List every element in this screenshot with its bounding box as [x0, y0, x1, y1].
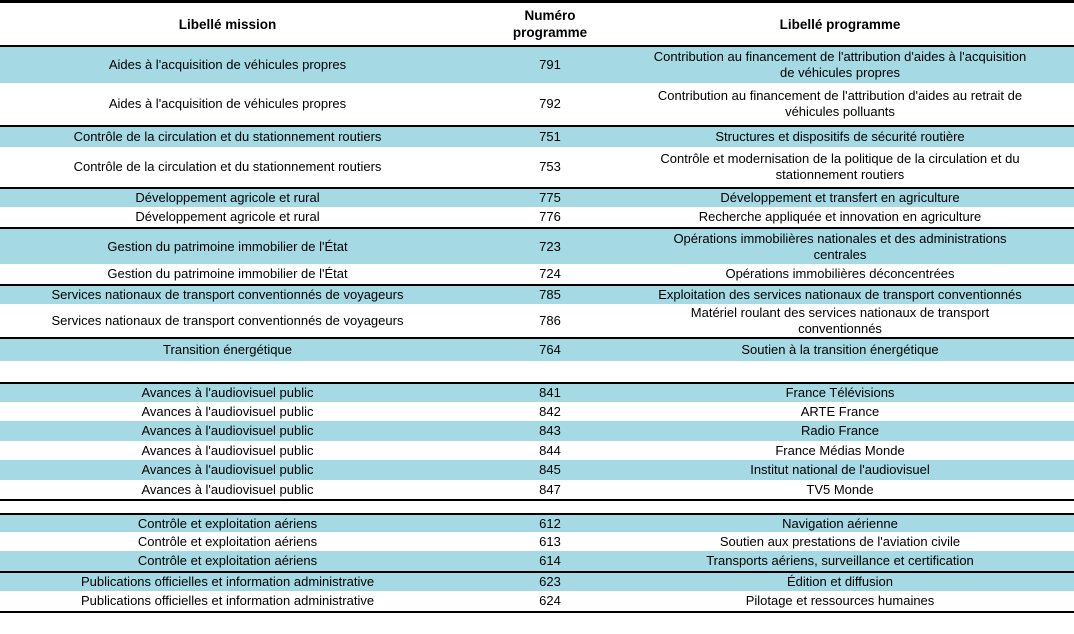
- mission-cell: Avances à l'audiovisuel public: [141, 403, 314, 419]
- table-row: Transition énergétique 764 Soutien à la tr…: [0, 337, 1074, 361]
- mission-cell: Contrôle et exploitation aériens: [137, 553, 318, 568]
- mission-cell: Développement agricole et rural: [135, 190, 320, 205]
- programme-cell: Pilotage et ressources humaines: [745, 593, 935, 608]
- table-row: Publications officielles et information …: [0, 591, 1074, 611]
- numero-programme-cell: 847: [539, 481, 561, 497]
- table-row: Contrôle de la circulation et du station…: [0, 125, 1074, 147]
- programme-cell: ARTE France: [800, 403, 880, 419]
- programme-cell: France Médias Monde: [775, 442, 905, 458]
- column-header-libelle-programme: Libellé programme: [779, 16, 901, 32]
- programme-cell: France Télévisions: [785, 385, 895, 400]
- programme-cell: Développement et transfert en agricultur…: [720, 190, 960, 205]
- numero-programme-cell: 753: [539, 159, 561, 174]
- table-row: Avances à l'audiovisuel public 847 TV5 Mon…: [0, 480, 1074, 499]
- table-row: Contrôle et exploitation aériens 614 Trans…: [0, 551, 1074, 571]
- table-row: Avances à l'audiovisuel public 844 France …: [0, 441, 1074, 460]
- mission-cell: Gestion du patrimoine immobilier de l'Ét…: [107, 266, 348, 281]
- missions-programmes-table: Libellé mission Numéro programme Libellé…: [0, 0, 1074, 613]
- table-row: Contrôle et exploitation aériens 612 Navig…: [0, 513, 1074, 532]
- numero-programme-cell: 612: [539, 515, 561, 531]
- mission-cell: Avances à l'audiovisuel public: [141, 442, 314, 458]
- numero-programme-cell: 792: [539, 96, 561, 111]
- mission-cell: Gestion du patrimoine immobilier de l'Ét…: [107, 238, 348, 254]
- numero-programme-cell: 723: [539, 238, 561, 254]
- mission-cell: Développement agricole et rural: [135, 209, 320, 224]
- programme-cell: Matériel roulant des services nationaux …: [690, 304, 990, 336]
- table-header-row: Libellé mission Numéro programme Libellé…: [0, 3, 1074, 45]
- programme-cell: Transports aériens, surveillance et cert…: [706, 553, 974, 568]
- numero-programme-cell: 623: [539, 574, 561, 589]
- numero-programme-cell: 614: [539, 553, 561, 568]
- table-row: Avances à l'audiovisuel public 841 France …: [0, 382, 1074, 402]
- table-row: Gestion du patrimoine immobilier de l'Ét…: [0, 227, 1074, 264]
- table-row: Contrôle de la circulation et du station…: [0, 147, 1074, 187]
- mission-cell: Transition énergétique: [163, 342, 292, 357]
- programme-cell: Soutien aux prestations de l'aviation ci…: [719, 533, 961, 549]
- programme-cell: Édition et diffusion: [787, 574, 893, 589]
- mission-cell: Avances à l'audiovisuel public: [141, 423, 314, 438]
- spacer-row: [0, 361, 1074, 382]
- programme-cell: Institut national de l'audiovisuel: [750, 462, 930, 477]
- programme-cell: Recherche appliquée et innovation en agr…: [698, 209, 982, 224]
- programme-cell: Radio France: [800, 423, 880, 438]
- numero-programme-cell: 776: [539, 209, 561, 224]
- table-row: Développement agricole et rural 776 Recher…: [0, 207, 1074, 227]
- mission-cell: Avances à l'audiovisuel public: [141, 481, 314, 497]
- numero-programme-cell: 841: [539, 385, 561, 400]
- table-row: Avances à l'audiovisuel public 842 ARTE Fr…: [0, 402, 1074, 421]
- column-header-numero-programme: Numéro programme: [512, 8, 588, 40]
- table-body: Aides à l'acquisition de véhicules propr…: [0, 45, 1074, 611]
- numero-programme-cell: 724: [539, 266, 561, 281]
- numero-programme-cell: 624: [539, 593, 561, 608]
- mission-cell: Aides à l'acquisition de véhicules propr…: [108, 57, 347, 72]
- table-row: Avances à l'audiovisuel public 845 Institu…: [0, 460, 1074, 480]
- numero-programme-cell: 844: [539, 442, 561, 458]
- spacer-row: [0, 499, 1074, 513]
- programme-cell: Soutien à la transition énergétique: [741, 342, 939, 357]
- programme-cell: Contrôle et modernisation de la politiqu…: [660, 151, 1020, 182]
- mission-cell: Contrôle et exploitation aériens: [137, 533, 318, 549]
- numero-programme-cell: 843: [539, 423, 561, 438]
- mission-cell: Publications officielles et information …: [80, 574, 375, 589]
- mission-cell: Avances à l'audiovisuel public: [141, 385, 314, 400]
- mission-cell: Contrôle de la circulation et du station…: [73, 129, 382, 144]
- mission-cell: Aides à l'acquisition de véhicules propr…: [108, 96, 347, 111]
- programme-cell: Opérations immobilières déconcentrées: [725, 266, 955, 281]
- mission-cell: Services nationaux de transport conventi…: [51, 312, 404, 328]
- table-row: Services nationaux de transport conventi…: [0, 304, 1074, 337]
- mission-cell: Contrôle et exploitation aériens: [137, 515, 318, 531]
- mission-cell: Services nationaux de transport conventi…: [51, 287, 404, 302]
- numero-programme-cell: 785: [539, 287, 561, 302]
- numero-programme-cell: 791: [539, 57, 561, 72]
- numero-programme-cell: 842: [539, 403, 561, 419]
- table-row: Contrôle et exploitation aériens 613 Souti…: [0, 532, 1074, 551]
- numero-programme-cell: 613: [539, 533, 561, 549]
- table-row: Gestion du patrimoine immobilier de l'Ét…: [0, 264, 1074, 284]
- programme-cell: Exploitation des services nationaux de t…: [658, 287, 1022, 302]
- mission-cell: Avances à l'audiovisuel public: [141, 462, 314, 477]
- table-row: Aides à l'acquisition de véhicules propr…: [0, 83, 1074, 125]
- column-header-libelle-mission: Libellé mission: [178, 16, 277, 32]
- programme-cell: Navigation aérienne: [782, 515, 898, 531]
- table-row: Publications officielles et information …: [0, 571, 1074, 591]
- numero-programme-cell: 845: [539, 462, 561, 477]
- numero-programme-cell: 751: [539, 129, 561, 144]
- table-row: Services nationaux de transport conventi…: [0, 284, 1074, 304]
- programme-cell: Opérations immobilières nationales et de…: [673, 230, 1007, 262]
- programme-cell: Structures et dispositifs de sécurité ro…: [715, 129, 965, 144]
- numero-programme-cell: 775: [539, 190, 561, 205]
- table-row: Aides à l'acquisition de véhicules propr…: [0, 45, 1074, 83]
- programme-cell: Contribution au financement de l'attribu…: [657, 88, 1023, 119]
- mission-cell: Publications officielles et information …: [80, 593, 375, 608]
- table-row: Avances à l'audiovisuel public 843 Radio F…: [0, 421, 1074, 441]
- mission-cell: Contrôle de la circulation et du station…: [73, 159, 382, 174]
- numero-programme-cell: 786: [539, 312, 561, 328]
- programme-cell: TV5 Monde: [806, 481, 874, 497]
- numero-programme-cell: 764: [539, 342, 561, 357]
- programme-cell: Contribution au financement de l'attribu…: [653, 49, 1027, 80]
- table-row: Développement agricole et rural 775 Dévelo…: [0, 187, 1074, 207]
